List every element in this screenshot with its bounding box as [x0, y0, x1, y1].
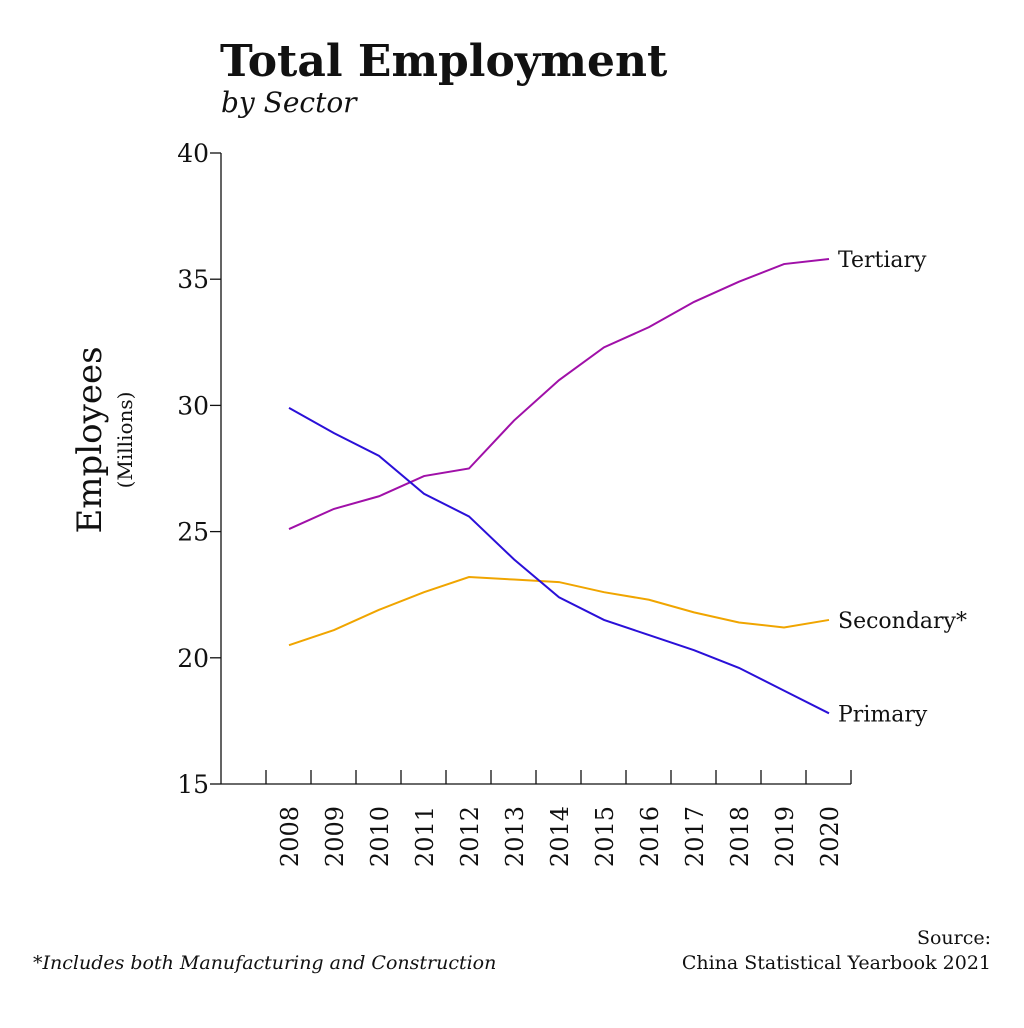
chart-title: Total Employment: [220, 36, 668, 87]
y-tick-label: 35: [177, 265, 209, 294]
series-line-secondary: [288, 576, 830, 647]
x-tick-label: 2017: [681, 806, 709, 867]
x-tick-label: 2020: [816, 806, 844, 867]
y-tick-label: 20: [177, 644, 209, 673]
series-label: Secondary*: [838, 609, 967, 634]
x-tick-label: 2015: [591, 806, 619, 867]
chart-subtitle: by Sector: [221, 86, 358, 119]
x-tick-label: 2018: [726, 806, 754, 867]
x-tick-label: 2013: [501, 806, 529, 867]
series-line-tertiary: [288, 258, 830, 530]
x-tick-label: 2009: [321, 806, 349, 867]
x-tick-label: 2014: [546, 806, 574, 867]
source-label: Source:: [917, 927, 991, 949]
y-tick-label: 25: [177, 518, 209, 547]
x-tick-label: 2019: [771, 806, 799, 867]
y-tick-label: 40: [177, 139, 209, 168]
y-tick-label: 30: [177, 391, 209, 420]
series-label: Primary: [838, 702, 928, 727]
footnote: *Includes both Manufacturing and Constru…: [33, 952, 496, 974]
series-label: Tertiary: [838, 248, 927, 273]
x-tick-label: 2008: [276, 806, 304, 867]
x-tick-label: 2010: [366, 806, 394, 867]
source-text: China Statistical Yearbook 2021: [682, 952, 991, 974]
y-axis-unit: (Millions): [113, 392, 137, 489]
x-tick-label: 2012: [456, 806, 484, 867]
series-line-primary: [288, 407, 830, 715]
x-tick-label: 2011: [411, 806, 439, 867]
y-axis-label: Employees: [70, 346, 110, 533]
y-tick-label: 15: [177, 770, 209, 799]
x-tick-label: 2016: [636, 806, 664, 867]
